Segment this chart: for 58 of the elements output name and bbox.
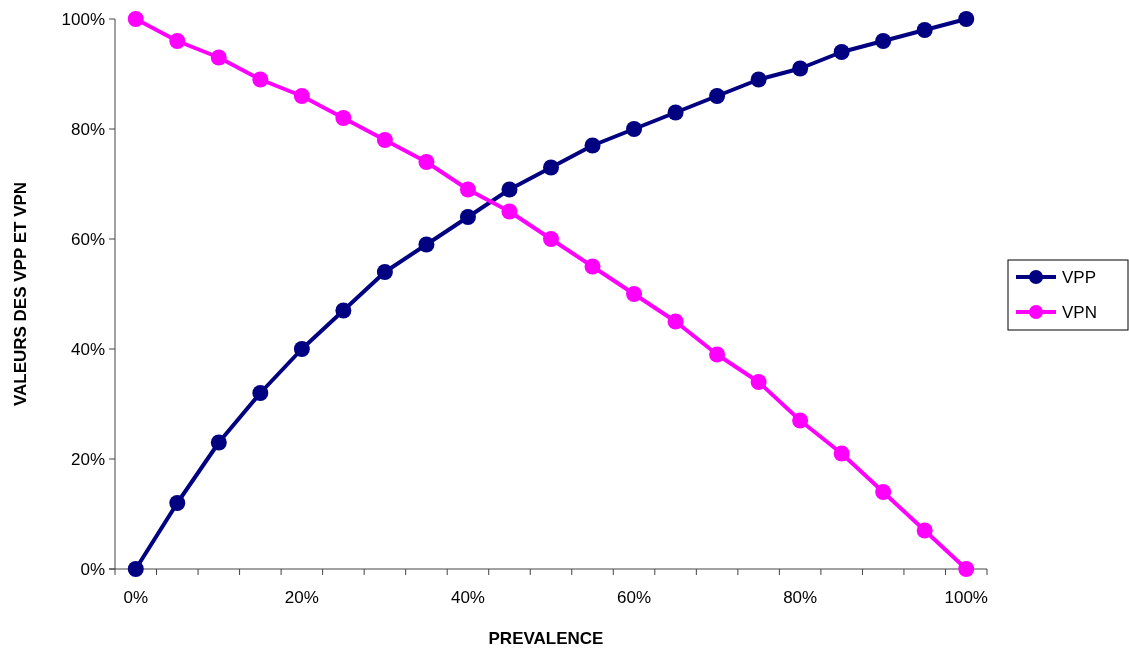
x-axis-title: PREVALENCE <box>488 629 604 648</box>
point <box>459 181 476 198</box>
y-tick-label: 100% <box>61 9 105 29</box>
legend-label: VPP <box>1062 267 1097 287</box>
point <box>833 44 850 60</box>
point <box>210 434 227 451</box>
point <box>750 71 767 88</box>
point <box>127 11 144 27</box>
point <box>626 286 643 302</box>
y-tick-label: 20% <box>70 449 105 469</box>
point <box>459 209 476 225</box>
point <box>958 11 975 27</box>
legend-label: VPN <box>1062 302 1097 322</box>
x-tick-label: 100% <box>944 588 988 607</box>
point <box>127 561 144 577</box>
point <box>418 236 435 253</box>
point <box>543 231 559 247</box>
point <box>335 110 352 126</box>
point <box>792 60 809 77</box>
y-tick-label: 0% <box>80 559 105 579</box>
point <box>335 302 352 319</box>
point <box>252 385 269 401</box>
point <box>667 104 684 121</box>
point <box>750 374 767 390</box>
y-tick-label: 80% <box>70 119 105 139</box>
point <box>293 88 310 104</box>
y-tick-label: 40% <box>70 339 105 359</box>
point <box>376 132 393 148</box>
point <box>667 313 684 330</box>
point <box>584 137 601 154</box>
point <box>293 341 310 357</box>
point <box>210 49 227 66</box>
x-tick-label: 0% <box>123 588 149 607</box>
point <box>792 412 809 429</box>
point <box>875 484 892 500</box>
point <box>169 495 186 511</box>
point <box>958 561 975 577</box>
point <box>875 33 892 49</box>
point <box>376 264 393 280</box>
point <box>252 71 269 88</box>
x-tick-label: 80% <box>783 588 818 607</box>
x-tick-label: 40% <box>450 588 485 607</box>
x-tick-label: 60% <box>617 588 652 607</box>
point <box>584 258 601 275</box>
x-tick-label: 20% <box>284 588 319 607</box>
point <box>916 522 933 539</box>
point <box>543 159 559 176</box>
point <box>709 346 726 363</box>
point <box>916 22 933 38</box>
y-tick-label: 60% <box>70 229 105 249</box>
point <box>169 33 186 49</box>
point <box>418 154 435 170</box>
y-axis-title: VALEURS DES VPP ET VPN <box>11 181 30 407</box>
point <box>833 445 850 462</box>
point <box>501 203 518 220</box>
point <box>709 88 726 104</box>
point <box>501 181 518 198</box>
point <box>626 121 643 137</box>
